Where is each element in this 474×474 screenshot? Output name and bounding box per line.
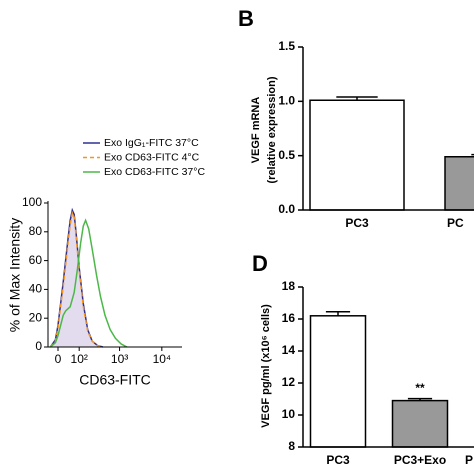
y-tick-label: 0	[35, 339, 42, 353]
y-tick-label: 100	[22, 195, 42, 209]
legend-label: Exo CD63-FITC 37°C	[104, 166, 205, 178]
y-tick-label: 0.5	[278, 148, 295, 162]
y-axis-label: % of Max Intensity	[7, 218, 23, 332]
bar	[309, 315, 367, 448]
x-axis-label: CD63-FITC	[79, 372, 151, 388]
x-tick-label: PC	[447, 216, 464, 230]
y-axis-label: (relative expression)	[266, 76, 278, 183]
x-tick-label: PC3	[345, 216, 369, 230]
bar	[309, 99, 405, 211]
x-tick-label: PC3+Exo	[394, 453, 446, 467]
histogram-line	[49, 218, 128, 348]
y-tick-label: 20	[29, 310, 43, 324]
y-tick-label: 40	[29, 282, 43, 296]
y-tick-label: 60	[29, 253, 43, 267]
legend-label: Exo CD63-FITC 4°C	[104, 151, 200, 163]
x-tick-label: P	[465, 453, 473, 467]
y-axis-label: VEGF pg/ml (x10⁶ cells)	[260, 304, 272, 428]
x-tick-label: 0	[55, 352, 62, 366]
annotation: **	[415, 381, 425, 395]
x-tick-label: 10⁴	[153, 352, 172, 366]
x-tick-label: 10³	[111, 352, 128, 366]
y-tick-label: 1.5	[278, 39, 295, 53]
histogram-line	[49, 210, 104, 348]
y-tick-label: 14	[282, 343, 296, 357]
y-tick-label: 16	[282, 311, 296, 325]
panel-label: D	[252, 251, 268, 276]
y-tick-label: 1.0	[278, 94, 295, 108]
legend-label: Exo IgG₁-FITC 37°C	[104, 137, 199, 149]
x-tick-label: 10²	[71, 352, 88, 366]
y-tick-label: 10	[282, 407, 296, 421]
y-tick-label: 80	[29, 224, 43, 238]
y-axis-label: VEGF mRNA	[250, 97, 262, 164]
x-tick-label: PC3	[326, 453, 350, 467]
y-tick-label: 12	[282, 375, 296, 389]
y-tick-label: 0.0	[278, 202, 295, 216]
bar	[391, 399, 449, 448]
bar	[444, 156, 474, 211]
panel-label: B	[238, 6, 254, 31]
y-tick-label: 18	[282, 279, 296, 293]
y-tick-label: 8	[288, 439, 295, 453]
